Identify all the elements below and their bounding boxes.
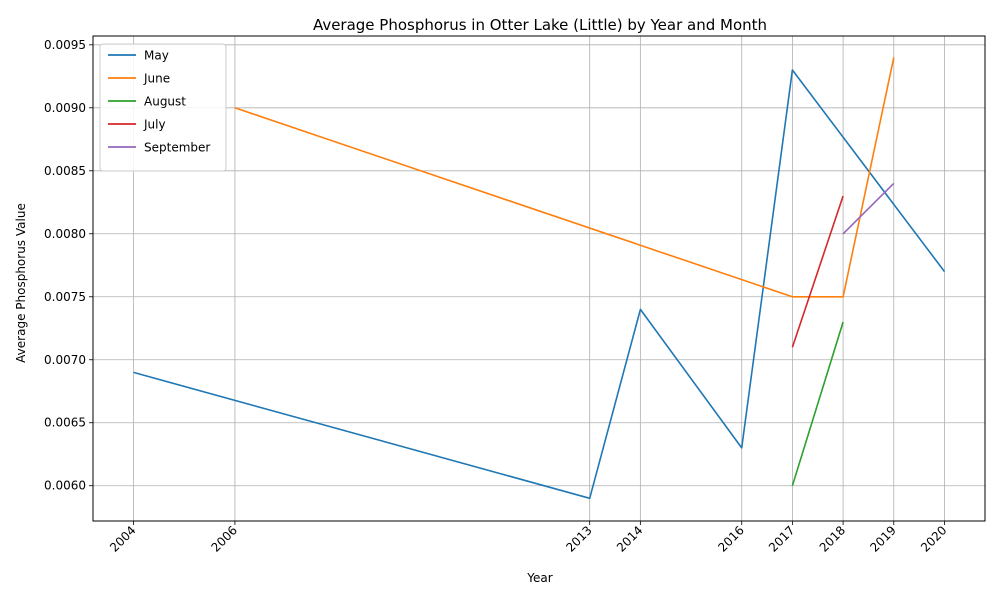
x-tick-label: 2017 [766, 523, 797, 554]
y-tick-label: 0.0070 [44, 353, 86, 367]
plot-frame [92, 35, 986, 522]
x-tick-label: 2013 [563, 523, 594, 554]
legend: May June August July September [99, 43, 227, 172]
y-tick-label: 0.0085 [44, 164, 86, 178]
y-tick-label: 0.0065 [44, 416, 86, 430]
legend-label: July [143, 118, 166, 132]
legend-label: August [144, 95, 186, 109]
y-tick-label: 0.0090 [44, 101, 86, 115]
y-tick-label: 0.0095 [44, 38, 86, 52]
legend-label: May [144, 49, 169, 63]
legend-label: June [143, 72, 170, 86]
series-line-september [842, 182, 895, 235]
legend-box [99, 43, 227, 172]
x-axis-label: Year [526, 571, 552, 585]
legend-label: September [144, 141, 210, 155]
series-line-may [133, 69, 946, 500]
x-tick-label: 2018 [817, 523, 848, 554]
y-tick-label: 0.0060 [44, 479, 86, 493]
x-tick-label: 2019 [867, 523, 898, 554]
chart-title: Average Phosphorus in Otter Lake (Little… [313, 16, 767, 34]
x-tick-label: 2004 [107, 523, 138, 554]
x-tick-label: 2020 [918, 523, 949, 554]
x-tick-label: 2006 [209, 523, 240, 554]
y-tick-label: 0.0075 [44, 290, 86, 304]
y-axis-label: Average Phosphorus Value [14, 203, 28, 363]
series-lines [133, 57, 946, 500]
series-line-july [791, 195, 844, 348]
x-tick-label: 2016 [715, 523, 746, 554]
y-tick-label: 0.0080 [44, 227, 86, 241]
series-line-june [234, 57, 895, 298]
series-line-august [791, 321, 844, 486]
y-axis-ticks: 0.0060 0.0065 0.0070 0.0075 0.0080 0.0085 0.00… [44, 38, 93, 493]
x-tick-label: 2014 [614, 523, 645, 554]
grid [93, 36, 985, 521]
x-axis-ticks: 2004 2006 2013 2014 2016 2017 2018 2019 2020 [107, 521, 950, 555]
